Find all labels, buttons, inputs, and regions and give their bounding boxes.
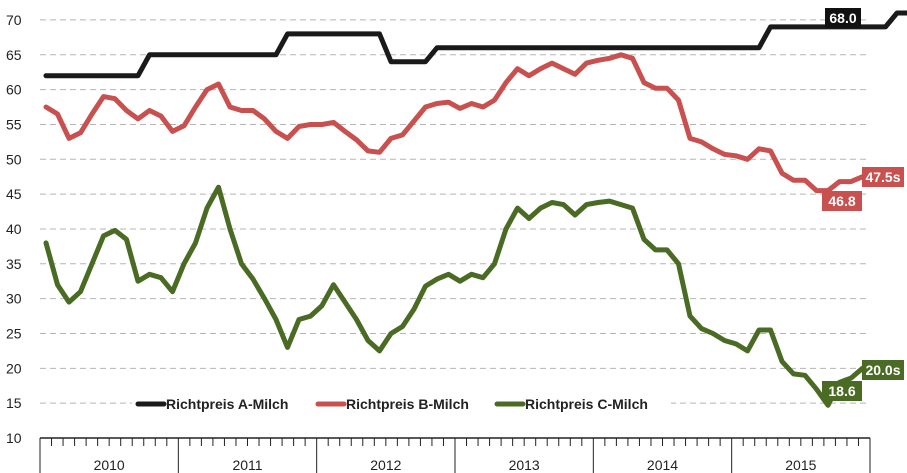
year-label: 2012 bbox=[370, 457, 401, 473]
y-axis: 10 15 20 25 30 35 40 45 50 55 60 65 70 bbox=[6, 12, 22, 446]
y-tick-label: 65 bbox=[6, 47, 22, 63]
y-tick-label: 70 bbox=[6, 12, 22, 28]
series-line-richtpreis-b-milch bbox=[43, 52, 865, 194]
year-label: 2011 bbox=[232, 457, 262, 473]
legend-label: Richtpreis A-Milch bbox=[166, 396, 288, 412]
legend-item-bg bbox=[491, 394, 671, 414]
end-value-badge bbox=[862, 360, 904, 380]
end-value-text: 20.0s bbox=[865, 362, 900, 378]
y-tick-label: 60 bbox=[6, 82, 22, 98]
year-label: 2015 bbox=[785, 457, 816, 473]
y-tick-label: 45 bbox=[6, 186, 22, 202]
end-value-text: 18.6 bbox=[828, 383, 855, 399]
y-tick-label: 30 bbox=[6, 291, 22, 307]
end-value-text: 46.8 bbox=[828, 193, 855, 209]
gridlines bbox=[40, 19, 870, 404]
legend-label: Richtpreis B-Milch bbox=[346, 396, 469, 412]
end-value-badge bbox=[822, 381, 862, 401]
series-line-richtpreis-a-milch bbox=[43, 10, 907, 79]
y-tick-label: 35 bbox=[6, 256, 22, 272]
x-axis: 2010 2011 2012 2013 2014 2015 bbox=[39, 437, 871, 473]
y-tick-label: 15 bbox=[6, 395, 22, 411]
y-tick-label: 55 bbox=[6, 116, 22, 132]
end-value-badge bbox=[825, 8, 861, 28]
y-tick-label: 40 bbox=[6, 221, 22, 237]
year-label: 2013 bbox=[509, 457, 540, 473]
year-label: 2014 bbox=[647, 457, 678, 473]
series-lines bbox=[43, 10, 907, 408]
end-value-text: 68.0 bbox=[829, 10, 856, 26]
y-tick-label: 20 bbox=[6, 360, 22, 376]
end-value-text: 47.5s bbox=[865, 169, 900, 185]
legend: Richtpreis A-Milch Richtpreis B-Milch Rich… bbox=[132, 394, 671, 414]
y-tick-label: 50 bbox=[6, 151, 22, 167]
legend-label: Richtpreis C-Milch bbox=[525, 396, 648, 412]
y-tick-label: 25 bbox=[6, 325, 22, 341]
legend-item-bg bbox=[312, 394, 492, 414]
year-label: 2010 bbox=[94, 457, 125, 473]
y-tick-label: 10 bbox=[6, 430, 22, 446]
end-value-badge bbox=[862, 167, 904, 187]
end-value-badge bbox=[822, 191, 862, 211]
legend-item-bg bbox=[132, 394, 312, 414]
end-value-labels: 68.0 47.5s 46.8 20.0s 18.6 bbox=[822, 8, 904, 401]
series-line-richtpreis-c-milch bbox=[43, 184, 865, 408]
